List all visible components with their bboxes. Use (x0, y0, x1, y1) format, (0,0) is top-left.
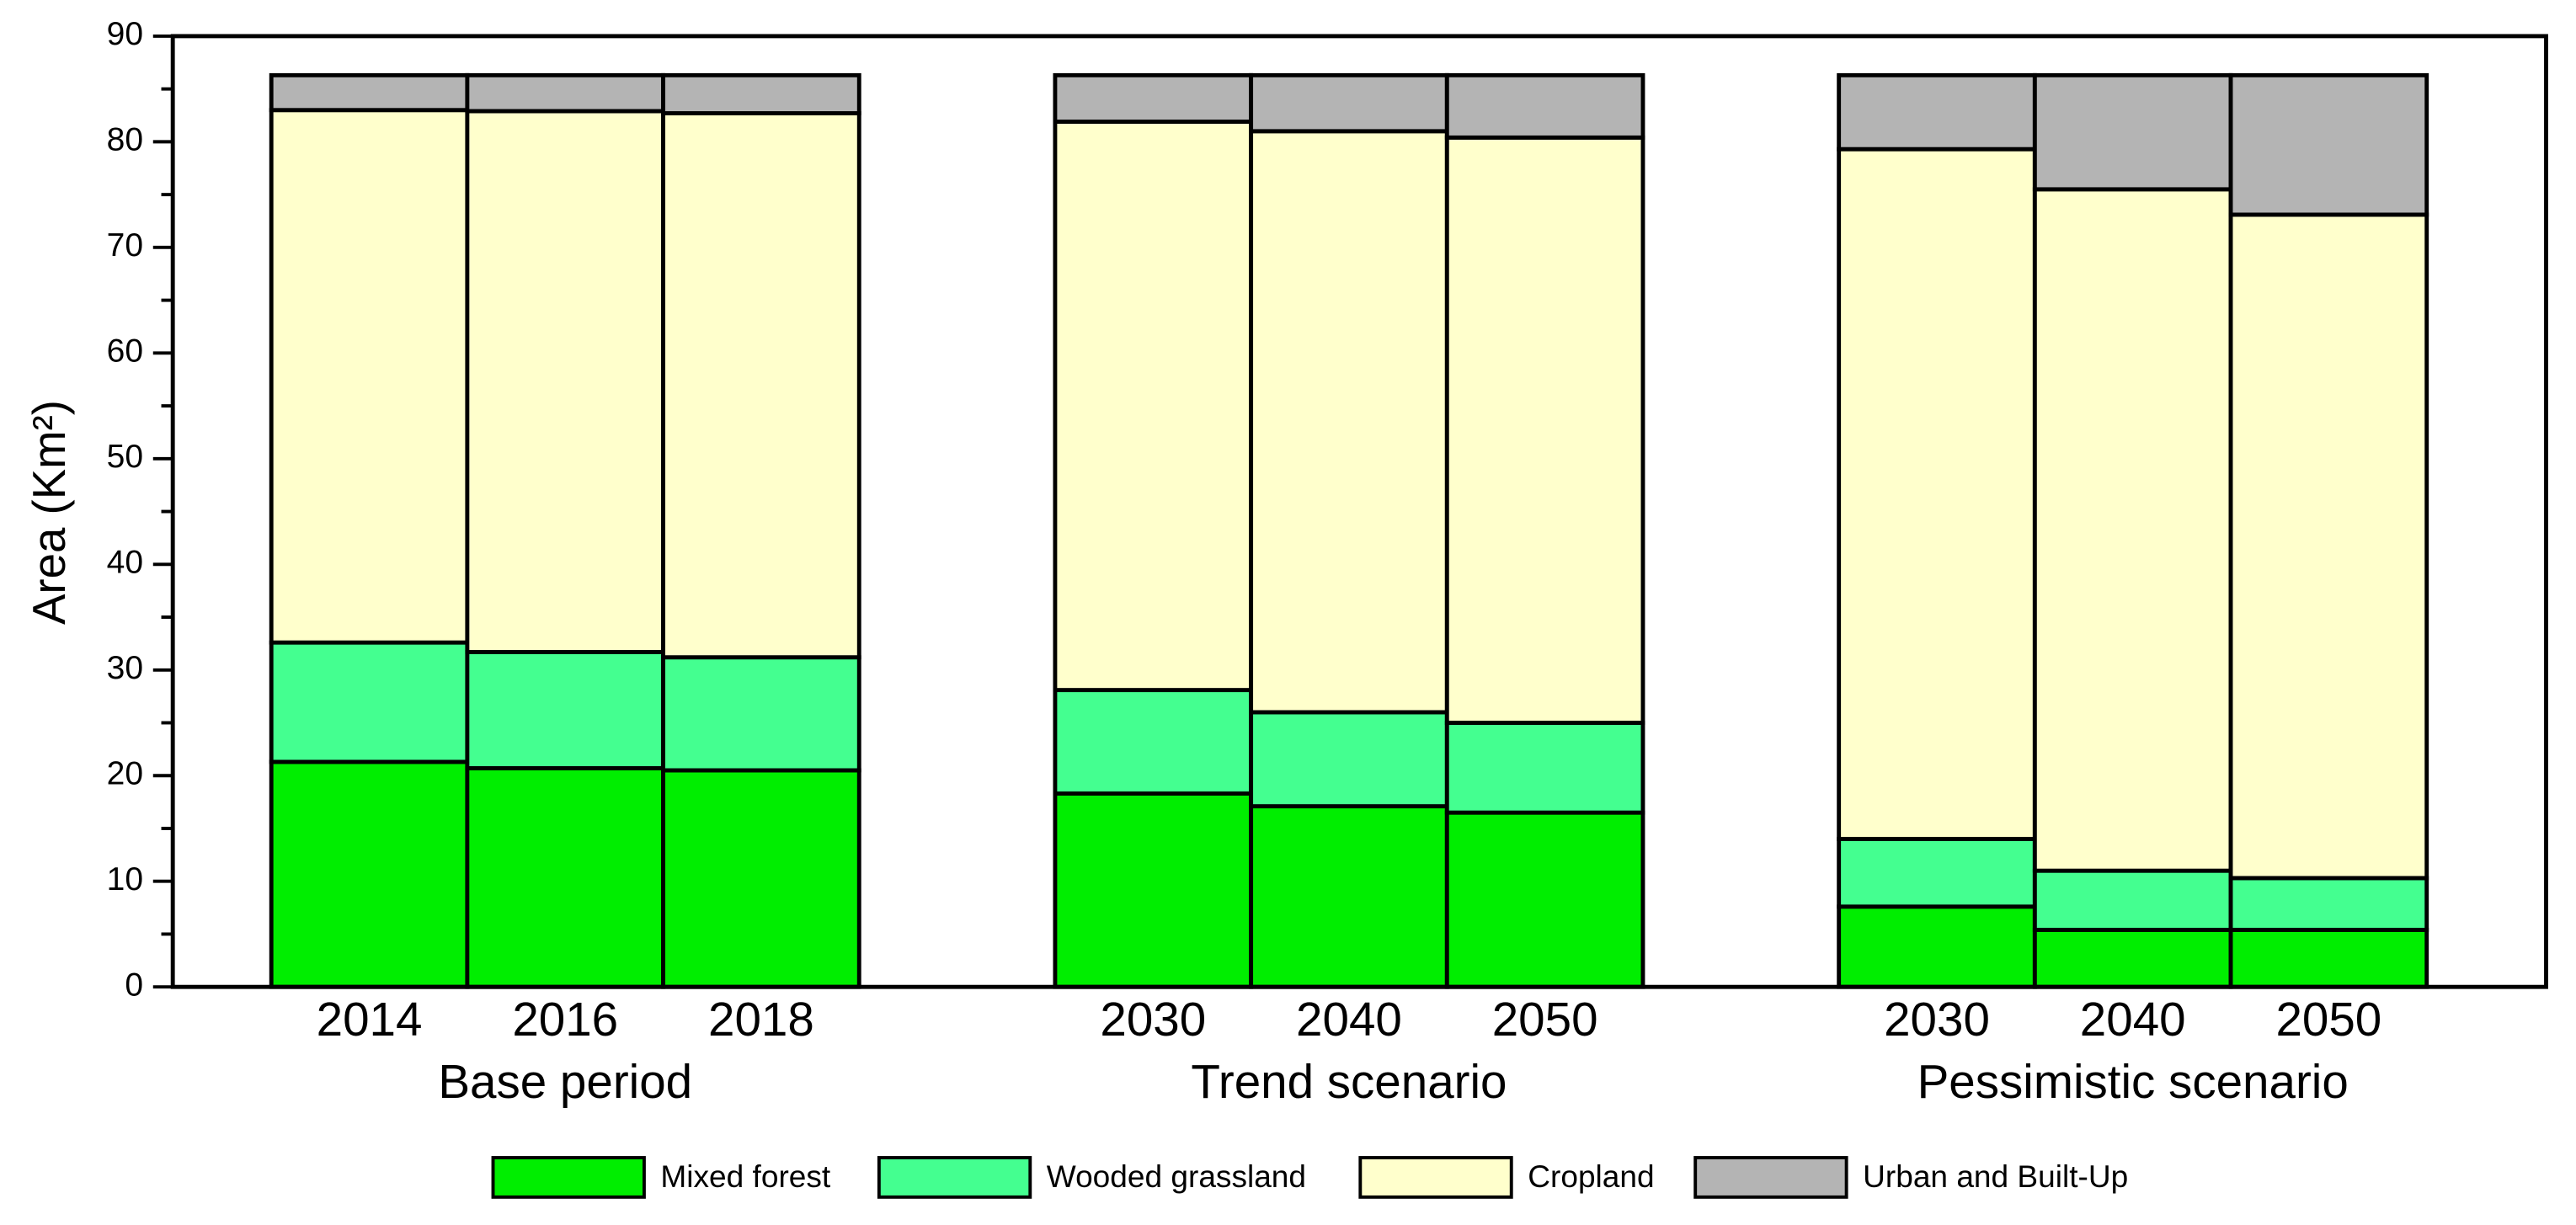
x-tick-label: 2030 (1100, 993, 1206, 1046)
bar-segment (465, 109, 666, 654)
bar-segment (661, 72, 861, 115)
bar-segment (2228, 212, 2429, 881)
y-tick-label: 70 (107, 227, 143, 264)
bar-segment (1837, 146, 2037, 841)
y-tick-label: 0 (125, 967, 143, 1003)
bar-segment (269, 108, 470, 645)
x-tick-label: 2040 (1296, 993, 1402, 1046)
bar-segment (269, 640, 470, 764)
x-tick-label: 2016 (512, 993, 618, 1046)
legend-label: Mixed forest (660, 1158, 830, 1194)
bar-segment (465, 72, 666, 114)
bar-segment (465, 649, 666, 770)
bar-segment (2032, 927, 2233, 989)
legend-swatch (877, 1156, 1032, 1199)
bar-segment (661, 768, 861, 989)
x-tick-label: 2050 (2275, 993, 2381, 1046)
bar-segment (1053, 791, 1254, 989)
bar-segment (1837, 72, 2037, 152)
bar-segment (1444, 135, 1645, 725)
bar-segment (1249, 72, 1449, 134)
bar-segment (1249, 129, 1449, 715)
group-label: Base period (438, 1055, 692, 1108)
y-tick-label: 80 (107, 122, 143, 158)
y-tick-label: 20 (107, 756, 143, 792)
y-axis-label: Area (Km²) (24, 400, 75, 625)
bar-segment (269, 72, 470, 113)
bar-segment (465, 766, 666, 989)
group-label: Trend scenario (1191, 1055, 1507, 1108)
y-tick-label: 50 (107, 439, 143, 475)
y-tick-label: 30 (107, 650, 143, 686)
x-tick-label: 2014 (317, 993, 423, 1046)
bar-segment (1249, 804, 1449, 989)
bar-segment (661, 111, 861, 660)
y-tick-label: 10 (107, 861, 143, 897)
bar-segment (2032, 72, 2233, 192)
bar-segment (2228, 927, 2429, 989)
x-tick-label: 2030 (1884, 993, 1990, 1046)
plot-frame (170, 34, 2548, 989)
bar-segment (1444, 810, 1645, 989)
legend-label: Urban and Built-Up (1863, 1158, 2128, 1194)
legend-swatch (491, 1156, 646, 1199)
bar-segment (661, 655, 861, 773)
bar-segment (1837, 837, 2037, 909)
y-tick-label: 60 (107, 333, 143, 370)
bar-segment (1053, 72, 1254, 124)
bar-segment (2228, 72, 2429, 217)
x-tick-label: 2050 (1492, 993, 1598, 1046)
legend-label: Cropland (1528, 1158, 1654, 1194)
group-label: Pessimistic scenario (1917, 1055, 2349, 1108)
bar-segment (2032, 868, 2233, 932)
y-tick-label: 90 (107, 16, 143, 52)
legend-label: Wooded grassland (1047, 1158, 1306, 1194)
legend-swatch (1693, 1156, 1848, 1199)
bar-segment (2228, 876, 2429, 932)
bar-segment (269, 759, 470, 989)
bar-segment (1249, 710, 1449, 809)
bar-segment (1053, 688, 1254, 796)
bar-segment (1053, 120, 1254, 693)
y-tick-label: 40 (107, 545, 143, 581)
bar-segment (1444, 721, 1645, 815)
x-tick-label: 2018 (708, 993, 814, 1046)
x-tick-label: 2040 (2080, 993, 2186, 1046)
bar-segment (1444, 72, 1645, 140)
legend-swatch (1358, 1156, 1513, 1199)
bar-segment (1837, 904, 2037, 989)
bar-segment (2032, 187, 2233, 873)
